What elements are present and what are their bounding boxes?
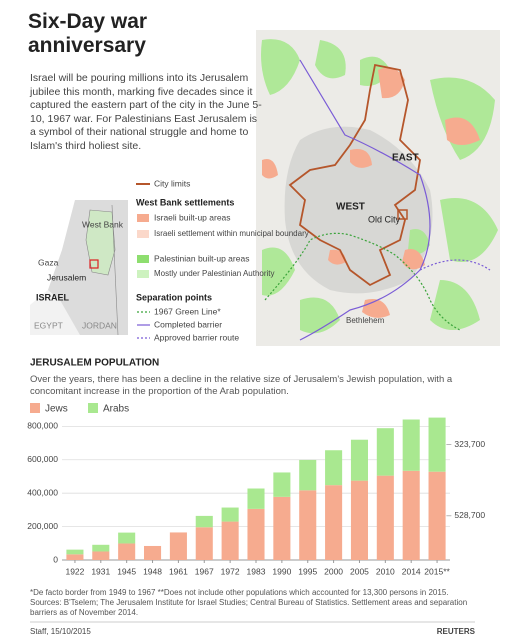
bar <box>221 507 239 522</box>
map-label: Bethlehem <box>346 316 385 325</box>
bar <box>118 543 136 560</box>
footnote: *De facto border from 1949 to 1967 **Doe… <box>30 588 449 597</box>
bar <box>376 475 394 560</box>
inset-label: Gaza <box>38 257 59 267</box>
bar <box>350 439 369 481</box>
map-label: EAST <box>392 153 419 164</box>
bar <box>273 496 291 560</box>
intro: Israel will be pouring millions into its… <box>30 72 262 152</box>
bar <box>350 480 369 560</box>
footnotes: *De facto border from 1949 to 1967 **Doe… <box>30 588 480 618</box>
credit: Staff, 15/10/2015 <box>30 627 91 636</box>
bar <box>428 471 446 560</box>
bar <box>66 549 84 555</box>
x-tick-label: 1961 <box>169 566 188 576</box>
bar <box>299 490 317 560</box>
legend-label: City limits <box>154 178 190 188</box>
map-label: WEST <box>336 202 365 213</box>
legend-label: Palestinian built-up areas <box>154 253 249 263</box>
bar <box>428 417 446 472</box>
inset-label: West Bank <box>82 219 124 229</box>
map-legend: City limits West Bank settlements Israel… <box>136 178 309 342</box>
title: Six-Day war anniversary <box>28 10 148 57</box>
x-tick-label: 1948 <box>143 566 162 576</box>
inset-label: JORDAN <box>82 320 117 330</box>
bar <box>118 532 136 544</box>
map-label: Old City <box>368 214 401 224</box>
bar <box>221 521 239 560</box>
legend-label: Arabs <box>103 404 129 415</box>
y-tick-label: 200,000 <box>27 521 58 531</box>
bar <box>402 470 420 560</box>
bar <box>195 515 213 528</box>
value-label: 323,700 <box>454 439 485 449</box>
legend-label: Israeli built-up areas <box>154 212 231 222</box>
x-tick-label: 1972 <box>221 566 240 576</box>
y-tick-label: 400,000 <box>27 487 58 497</box>
chart-subtitle: Over the years, there has been a decline… <box>30 374 453 397</box>
x-tick-label: 1983 <box>247 566 266 576</box>
bar <box>195 527 213 560</box>
legend-swatch <box>30 403 40 413</box>
bar <box>273 472 291 497</box>
x-tick-label: 2010 <box>376 566 395 576</box>
legend-label: Approved barrier route <box>154 332 239 342</box>
legend-label: Mostly under Palestinian Authority <box>154 269 275 278</box>
x-tick-label: 2015** <box>424 566 450 576</box>
inset-label: EGYPT <box>34 320 63 330</box>
x-tick-label: 1945 <box>117 566 136 576</box>
legend-label: Completed barrier <box>154 319 222 329</box>
bar <box>247 508 265 560</box>
inset-label: ISRAEL <box>36 292 70 302</box>
x-tick-label: 2000 <box>324 566 343 576</box>
x-tick-label: 2005 <box>350 566 369 576</box>
value-label: 528,700 <box>454 510 485 520</box>
bar <box>143 545 162 560</box>
legend-heading: Separation points <box>136 292 212 302</box>
map: EAST WEST Old City Bethlehem <box>256 30 500 346</box>
bar <box>247 488 265 509</box>
bar <box>66 554 84 560</box>
x-tick-label: 1931 <box>91 566 110 576</box>
bar <box>325 450 343 486</box>
inset-label: Jerusalem <box>47 272 86 282</box>
bar <box>92 551 110 560</box>
bar <box>376 428 394 476</box>
bar <box>402 419 420 471</box>
legend-label: 1967 Green Line* <box>154 306 221 316</box>
legend-swatch <box>88 403 98 413</box>
bar <box>299 459 317 491</box>
x-tick-label: 2014 <box>402 566 421 576</box>
bar <box>169 532 187 560</box>
y-tick-label: 600,000 <box>27 454 58 464</box>
y-tick-label: 800,000 <box>27 421 58 431</box>
legend-label: Jews <box>45 404 68 415</box>
legend-label: Israeli settlement within municipal boun… <box>154 229 309 238</box>
x-tick-label: 1922 <box>65 566 84 576</box>
chart-title: JERUSALEM POPULATION <box>30 358 159 369</box>
agency: REUTERS <box>437 627 476 636</box>
bar <box>325 485 343 560</box>
x-tick-label: 1990 <box>272 566 291 576</box>
y-tick-label: 0 <box>53 554 58 564</box>
legend-heading: West Bank settlements <box>136 197 234 207</box>
bar <box>92 544 110 552</box>
x-tick-label: 1995 <box>298 566 317 576</box>
sources: Sources: B'Tselem; The Jerusalem Institu… <box>30 598 468 617</box>
inset-map: West Bank Gaza Jerusalem ISRAEL EGYPT JO… <box>30 200 128 336</box>
x-tick-label: 1967 <box>195 566 214 576</box>
